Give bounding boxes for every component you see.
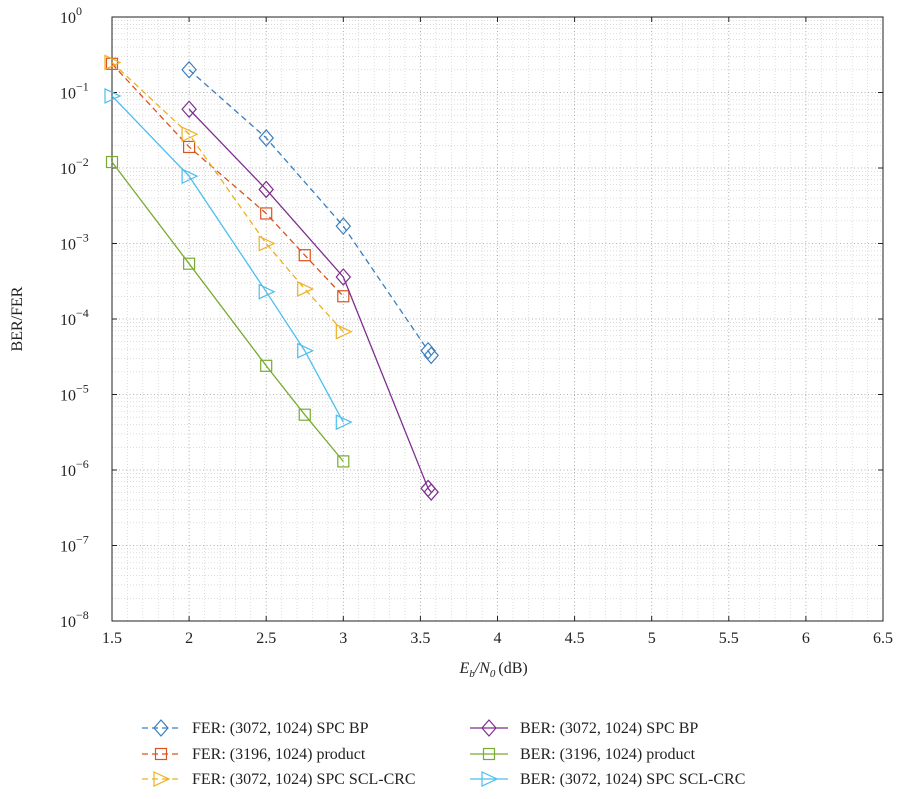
data-point [335, 217, 352, 236]
legend-marker [482, 747, 496, 761]
y-tick-label: 10−1 [60, 80, 89, 103]
data-point [335, 268, 352, 286]
data-point [181, 168, 199, 185]
x-axis-label: Eb/N0 (dB) [459, 660, 528, 680]
series-line [111, 95, 344, 423]
series-1 [105, 57, 350, 303]
data-point [298, 408, 311, 421]
x-tick-label: 5 [648, 630, 656, 647]
x-label-unit: (dB) [498, 660, 527, 677]
x-label-sub-b: b [469, 668, 475, 680]
data-point [258, 129, 274, 147]
data-point [260, 359, 273, 372]
data-point [260, 207, 273, 220]
x-tick-label: 2 [185, 630, 193, 647]
y-tick-label: 10−6 [60, 457, 89, 480]
data-point [298, 249, 311, 262]
y-tick-label: 100 [60, 4, 82, 27]
series-layer [104, 54, 439, 501]
y-axis-label: BER/FER [9, 286, 26, 351]
legend-label: BER: (3072, 1024) SPC SCL-CRC [520, 771, 745, 788]
x-tick-label: 2.5 [256, 630, 276, 647]
data-point [420, 341, 436, 360]
x-tick-label: 6.5 [873, 630, 893, 647]
legend-item: FER: (3072, 1024) SPC SCL-CRC [142, 771, 416, 788]
legend-marker [154, 747, 168, 761]
legend-marker [481, 719, 497, 737]
series-0 [181, 60, 439, 365]
data-point [183, 257, 196, 270]
series-5 [104, 88, 353, 431]
data-point [181, 126, 199, 143]
legend-item: BER: (3072, 1024) SPC BP [470, 719, 698, 737]
axis-ticks: 1.5 2 2.5 3 3.5 4 4.5 5 5.5 6 6.5 100 10−1 10−2 10−3 10… [60, 4, 893, 647]
legend-label: BER: (3072, 1024) SPC BP [520, 720, 698, 737]
data-point [423, 346, 439, 365]
data-point [183, 140, 196, 154]
data-point [258, 283, 276, 300]
data-point [337, 290, 350, 303]
legend-label: BER: (3196, 1024) product [520, 746, 696, 763]
data-point [104, 88, 122, 104]
y-tick-label: 10−3 [60, 231, 89, 254]
x-tick-label: 1.5 [102, 630, 122, 647]
data-point [423, 483, 439, 501]
series-line [111, 161, 344, 462]
legend-marker [153, 719, 169, 737]
legend-marker [153, 771, 171, 787]
series-line [111, 63, 344, 297]
y-tick-label: 10−5 [60, 382, 89, 405]
y-tick-label: 10−2 [60, 155, 89, 178]
legend-item: FER: (3196, 1024) product [142, 746, 366, 763]
y-tick-label: 10−7 [60, 533, 89, 556]
legend-item: BER: (3072, 1024) SPC SCL-CRC [470, 771, 745, 788]
data-point [335, 414, 353, 431]
x-tick-label: 3 [339, 630, 347, 647]
x-tick-label: 4 [494, 630, 502, 647]
series-3 [181, 100, 439, 501]
x-tick-label: 3.5 [410, 630, 430, 647]
data-point [105, 155, 119, 169]
y-tick-label: 10−4 [60, 306, 89, 329]
series-line [188, 108, 432, 493]
legend-label: FER: (3196, 1024) product [192, 746, 366, 763]
series-2 [104, 54, 353, 340]
legend-label: FER: (3072, 1024) SPC BP [192, 720, 369, 737]
x-label-e: E [459, 660, 470, 677]
data-point [258, 235, 276, 252]
y-tick-label: 10−8 [60, 608, 89, 631]
data-point [181, 100, 197, 119]
legend: FER: (3072, 1024) SPC BP FER: (3196, 1024… [142, 719, 745, 788]
data-point [258, 180, 274, 199]
legend-label: FER: (3072, 1024) SPC SCL-CRC [192, 771, 416, 788]
series-4 [105, 155, 350, 468]
x-label-sub-0: 0 [490, 668, 496, 680]
legend-item: BER: (3196, 1024) product [470, 746, 696, 763]
legend-marker [481, 771, 499, 787]
data-point [337, 455, 350, 468]
data-point [335, 323, 353, 340]
legend-item: FER: (3072, 1024) SPC BP [142, 719, 369, 737]
x-tick-label: 4.5 [565, 630, 585, 647]
series-line [188, 69, 432, 356]
data-point [297, 342, 315, 359]
grid [112, 17, 883, 621]
x-tick-label: 5.5 [719, 630, 739, 647]
x-tick-label: 6 [802, 630, 810, 647]
data-point [181, 60, 197, 79]
data-point [297, 281, 315, 297]
x-label-n: /N [474, 660, 491, 677]
series-line [111, 61, 344, 333]
data-point [104, 54, 122, 71]
